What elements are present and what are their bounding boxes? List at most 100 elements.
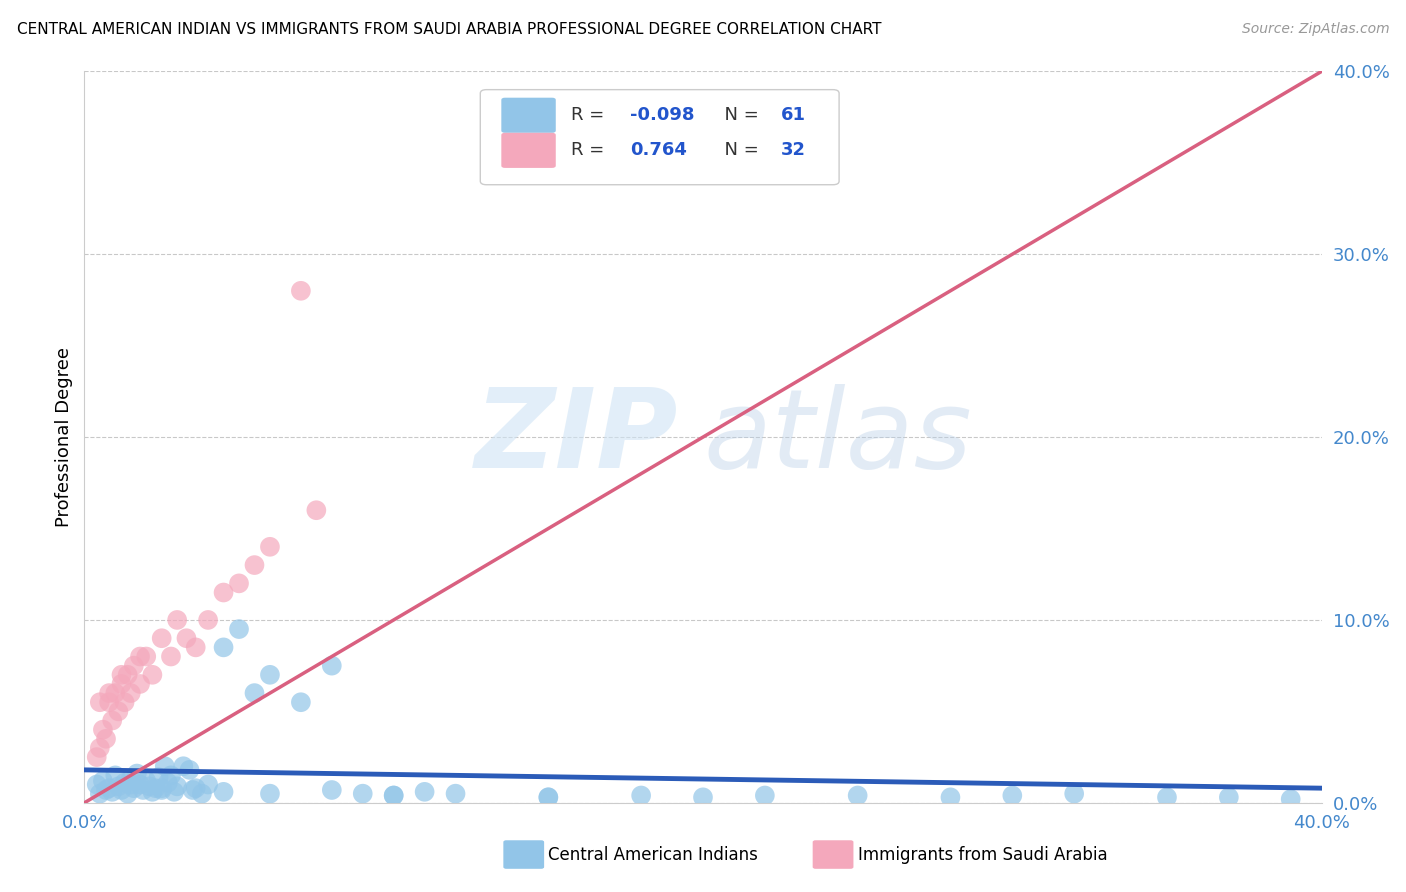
Point [94, 731, 117, 746]
Point [91, 773, 114, 788]
Point [129, 778, 152, 792]
FancyBboxPatch shape [481, 90, 839, 185]
Point [107, 705, 129, 719]
Point [212, 785, 235, 799]
Text: 61: 61 [780, 106, 806, 124]
Point [382, 789, 405, 803]
Point [212, 585, 235, 599]
Point [1279, 792, 1302, 806]
Text: atlas: atlas [703, 384, 972, 491]
Point [537, 790, 560, 805]
Point [150, 783, 173, 797]
Point [120, 778, 142, 792]
Point [156, 775, 179, 789]
Point [129, 677, 152, 691]
Point [197, 613, 219, 627]
Point [184, 781, 207, 796]
Point [1218, 790, 1240, 805]
Point [243, 558, 266, 573]
Point [138, 780, 160, 794]
Point [107, 780, 129, 794]
Point [228, 576, 250, 591]
Point [101, 714, 124, 728]
Point [110, 783, 132, 797]
Point [290, 284, 312, 298]
Point [290, 695, 312, 709]
Text: Central American Indians: Central American Indians [548, 846, 758, 863]
Point [86, 750, 108, 764]
Point [94, 783, 117, 797]
Point [172, 759, 194, 773]
Point [243, 686, 266, 700]
Point [132, 783, 155, 797]
Point [382, 789, 405, 803]
Point [89, 740, 111, 755]
Point [444, 787, 467, 801]
FancyBboxPatch shape [502, 133, 555, 168]
Point [101, 785, 124, 799]
Point [228, 622, 250, 636]
Point [176, 632, 198, 646]
Point [259, 667, 281, 681]
Point [321, 658, 343, 673]
Point [352, 787, 374, 801]
Text: N =: N = [713, 106, 765, 124]
Text: Immigrants from Saudi Arabia: Immigrants from Saudi Arabia [858, 846, 1108, 863]
Point [98, 686, 121, 700]
Point [184, 640, 207, 655]
Point [163, 785, 186, 799]
Point [692, 790, 714, 805]
FancyBboxPatch shape [502, 98, 555, 133]
Point [1156, 790, 1178, 805]
Point [104, 686, 127, 700]
Point [125, 766, 148, 780]
Text: CENTRAL AMERICAN INDIAN VS IMMIGRANTS FROM SAUDI ARABIA PROFESSIONAL DEGREE CORR: CENTRAL AMERICAN INDIAN VS IMMIGRANTS FR… [17, 22, 882, 37]
Point [1063, 787, 1085, 801]
Point [148, 770, 170, 784]
Point [191, 787, 214, 801]
Point [86, 778, 108, 792]
Point [98, 781, 121, 796]
Point [846, 789, 869, 803]
Point [413, 785, 436, 799]
Point [104, 768, 127, 782]
Point [537, 790, 560, 805]
Point [212, 640, 235, 655]
Point [181, 783, 204, 797]
Point [1001, 789, 1024, 803]
Point [197, 778, 219, 792]
Point [122, 658, 145, 673]
Text: N =: N = [713, 141, 765, 160]
Point [160, 768, 183, 782]
Text: ZIP: ZIP [475, 384, 678, 491]
Point [141, 667, 163, 681]
Point [150, 632, 173, 646]
Point [259, 540, 281, 554]
Point [114, 775, 136, 789]
Text: Source: ZipAtlas.com: Source: ZipAtlas.com [1241, 22, 1389, 37]
Point [153, 759, 176, 773]
Point [117, 787, 139, 801]
Point [120, 686, 142, 700]
Point [114, 695, 136, 709]
Text: 32: 32 [780, 141, 806, 160]
Point [89, 695, 111, 709]
Point [98, 695, 121, 709]
Point [135, 649, 157, 664]
Point [135, 773, 157, 788]
Point [166, 780, 188, 794]
Point [305, 503, 328, 517]
Point [122, 781, 145, 796]
Point [754, 789, 776, 803]
Point [117, 667, 139, 681]
Text: -0.098: -0.098 [630, 106, 695, 124]
Text: R =: R = [571, 106, 610, 124]
Point [939, 790, 962, 805]
Point [166, 613, 188, 627]
Point [110, 667, 132, 681]
Point [259, 787, 281, 801]
Y-axis label: Professional Degree: Professional Degree [55, 347, 73, 527]
Point [91, 723, 114, 737]
Point [150, 781, 173, 796]
Point [141, 785, 163, 799]
